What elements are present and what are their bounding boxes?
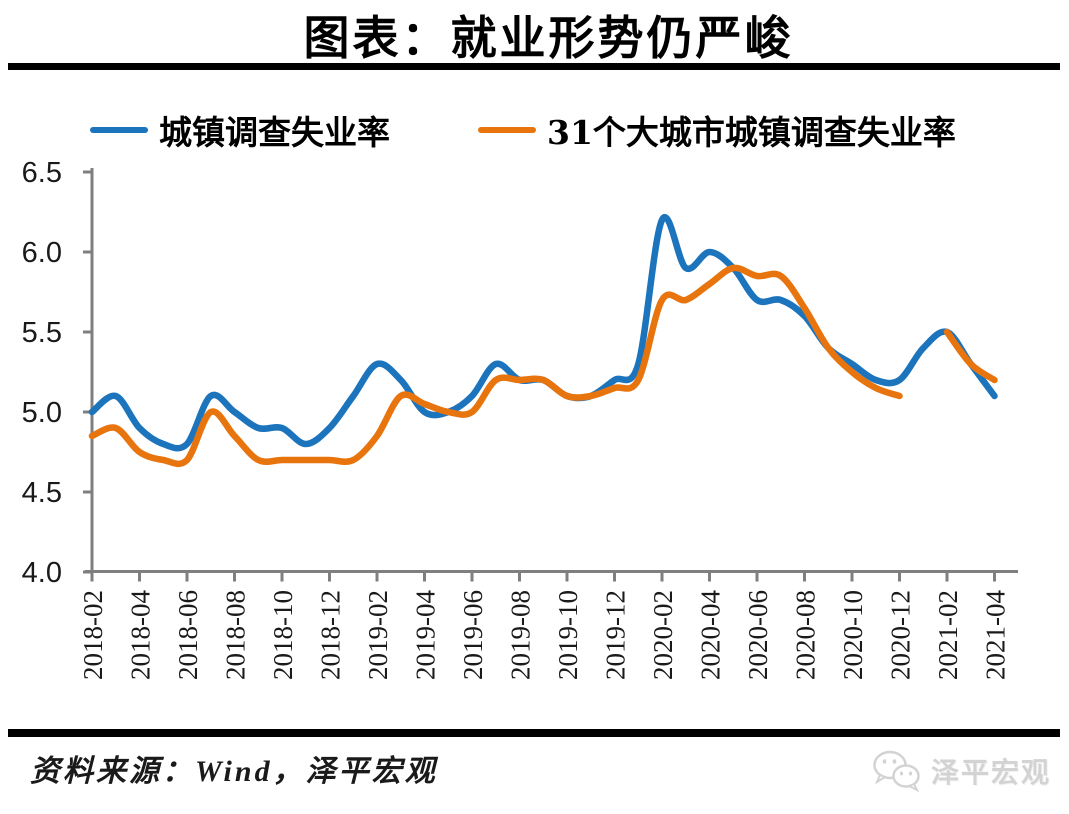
x-tick-label: 2018-06 [173,590,203,680]
y-tick-label: 5.0 [22,397,62,429]
x-tick-label: 2019-08 [506,590,536,680]
source-note: 资料来源：Wind，泽平宏观 [30,755,438,788]
x-tick-label: 2018-04 [126,590,156,680]
legend-label: 31个大城市城镇调查失业率 [547,113,956,152]
legend-item-urban-rate: 城镇调查失业率 [90,106,390,154]
x-tick-label: 2020-02 [648,590,678,680]
x-tick-label: 2020-04 [696,590,726,680]
watermark: 泽平宏观 [870,748,1051,794]
legend-line-blue [90,127,148,133]
chart-legend: 城镇调查失业率 31个大城市城镇调查失业率 [0,106,1069,152]
legend-item-31-cities-rate: 31个大城市城镇调查失业率 [478,106,956,154]
x-tick-label: 2020-08 [791,590,821,680]
x-tick-label: 2021-02 [933,590,963,680]
legend-label: 城镇调查失业率 [159,113,390,152]
x-tick-label: 2018-02 [78,590,108,680]
x-tick-label: 2019-06 [458,590,488,680]
x-tick-label: 2019-10 [553,590,583,680]
x-tick-label: 2018-08 [221,590,251,680]
x-tick-label: 2019-04 [411,590,441,680]
x-tick-label: 2019-12 [601,590,631,680]
footer-divider [8,729,1060,737]
series-line-0 [88,214,998,452]
series-line-1 [88,264,903,468]
x-tick-label: 2018-12 [316,590,346,680]
y-tick-label: 6.5 [22,157,62,189]
x-tick-label: 2020-12 [886,590,916,680]
wechat-icon [873,750,920,793]
x-tick-label: 2020-10 [838,590,868,680]
x-tick-label: 2021-04 [981,590,1011,680]
x-tick-label: 2020-06 [743,590,773,680]
y-tick-label: 5.5 [22,317,62,349]
y-tick-label: 4.5 [22,477,62,509]
x-tick-label: 2018-10 [268,590,298,680]
watermark-text: 泽平宏观 [930,756,1051,789]
legend-line-orange [478,127,536,133]
y-tick-label: 6.0 [22,237,62,269]
title-divider [8,63,1060,70]
page-title: 图表：就业形势仍严峻 [303,11,794,65]
line-chart: 4.0 4.5 5.0 5.5 6.0 6.5 2018-02 2018-04 2018-06 2… [22,157,1018,680]
series-line-1 [943,328,998,384]
x-tick-label: 2019-02 [363,590,393,680]
y-tick-label: 4.0 [22,557,62,589]
